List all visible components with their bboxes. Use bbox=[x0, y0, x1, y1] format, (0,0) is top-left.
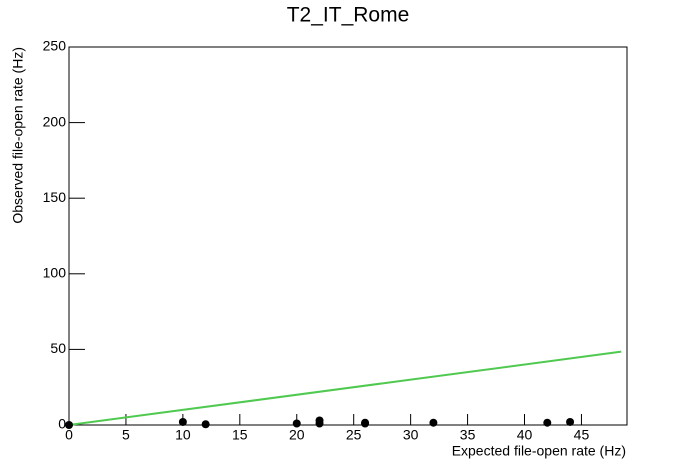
x-tick-label: 35 bbox=[460, 427, 476, 443]
y-tick-label: 150 bbox=[43, 189, 67, 205]
plot-frame bbox=[68, 46, 628, 426]
x-tick-label: 0 bbox=[65, 427, 73, 443]
x-tick-label: 45 bbox=[574, 427, 590, 443]
point bbox=[429, 418, 438, 427]
y-tick-label: 50 bbox=[50, 340, 66, 356]
point bbox=[292, 419, 301, 428]
y-tick-label: 0 bbox=[58, 416, 66, 432]
point bbox=[315, 419, 324, 428]
chart-title: T2_IT_Rome bbox=[287, 4, 410, 27]
y-tick-label: 200 bbox=[43, 113, 67, 129]
x-tick-label: 20 bbox=[289, 427, 305, 443]
point bbox=[178, 417, 187, 426]
x-tick-label: 10 bbox=[175, 427, 191, 443]
x-tick-label: 25 bbox=[346, 427, 362, 443]
point bbox=[566, 417, 575, 426]
y-tick-label: 250 bbox=[43, 38, 67, 54]
x-axis-label: Expected file-open rate (Hz) bbox=[452, 443, 626, 459]
y-axis-label: Observed file-open rate (Hz) bbox=[10, 47, 26, 224]
point bbox=[543, 418, 552, 427]
x-tick-label: 15 bbox=[232, 427, 248, 443]
x-tick-label: 5 bbox=[122, 427, 130, 443]
x-tick-label: 40 bbox=[517, 427, 533, 443]
point bbox=[201, 420, 210, 429]
point bbox=[361, 419, 370, 428]
x-tick-label: 30 bbox=[403, 427, 419, 443]
y-tick-label: 100 bbox=[43, 265, 67, 281]
reference-line bbox=[68, 350, 622, 426]
point bbox=[65, 421, 73, 429]
